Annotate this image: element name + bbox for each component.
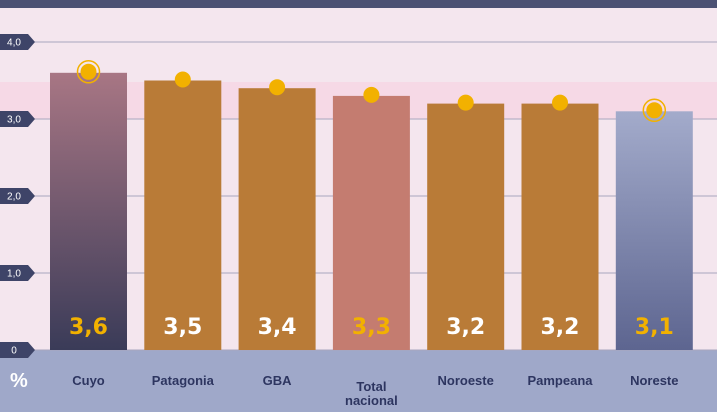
bar xyxy=(50,72,127,351)
value-label: 3,5 xyxy=(163,315,202,340)
marker-ring xyxy=(642,98,667,123)
y-unit: % xyxy=(10,369,28,392)
x-tick-label: Cuyo xyxy=(72,373,105,388)
y-tick-label: 3,0 xyxy=(7,115,21,126)
marker-ring xyxy=(76,60,101,84)
marker xyxy=(269,79,286,96)
x-tick-label: Noroeste xyxy=(437,373,494,388)
axis-band xyxy=(0,350,717,412)
y-tick-label: 1,0 xyxy=(7,269,21,280)
marker xyxy=(552,94,568,111)
value-label: 3,3 xyxy=(352,315,391,340)
y-tick-tab xyxy=(0,188,35,204)
x-tick-label: Noreste xyxy=(630,373,679,388)
y-tick-label: 4,0 xyxy=(7,38,21,49)
value-label: 3,6 xyxy=(69,315,108,340)
value-label: 3,1 xyxy=(635,315,674,340)
value-label: 3,2 xyxy=(541,315,580,340)
marker xyxy=(457,94,474,111)
marker xyxy=(363,86,380,103)
marker xyxy=(174,71,191,88)
y-tick-label: 2,0 xyxy=(7,192,21,203)
top-band xyxy=(0,0,717,8)
x-tick-label: GBA xyxy=(262,373,292,388)
value-label: 3,4 xyxy=(258,315,297,340)
bar xyxy=(521,103,599,350)
bar xyxy=(615,111,693,350)
value-label: 3,2 xyxy=(446,315,485,340)
y-tick-tab xyxy=(0,111,35,127)
y-tick-label: 0 xyxy=(11,346,17,357)
bar xyxy=(238,88,316,350)
x-tick-label: Pampeana xyxy=(527,373,593,388)
y-tick-tab xyxy=(0,34,35,50)
bar xyxy=(144,80,222,350)
y-tick-tab xyxy=(0,342,35,358)
marker xyxy=(80,63,97,80)
bar xyxy=(332,95,410,351)
y-tick-tab xyxy=(0,265,35,281)
bar xyxy=(427,103,505,350)
x-tick-label: Total nacional xyxy=(345,379,398,408)
x-tick-label: Patagonia xyxy=(151,373,214,388)
marker xyxy=(646,102,663,119)
